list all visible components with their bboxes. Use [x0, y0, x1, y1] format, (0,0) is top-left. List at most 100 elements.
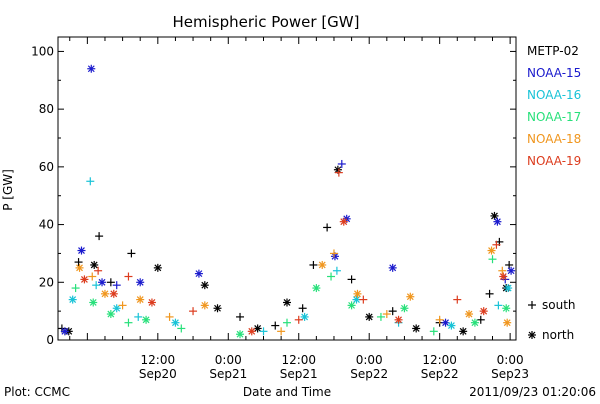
- data-point-noaa-19-north: [109, 289, 118, 298]
- data-point-noaa-18-south: [435, 315, 444, 324]
- data-point-metp-02-south: [106, 278, 115, 287]
- legend-entry-noaa-16: NOAA-16: [527, 88, 581, 102]
- data-point-noaa-16-south: [332, 266, 341, 275]
- data-point-noaa-16-north: [447, 321, 456, 330]
- data-point-metp-02-north: [200, 281, 209, 290]
- y-tick-label: 80: [39, 102, 54, 116]
- y-axis-label: P [GW]: [1, 169, 15, 211]
- data-point-metp-02-south: [236, 312, 245, 321]
- data-point-noaa-16-south: [92, 281, 101, 290]
- legend-entry-noaa-15: NOAA-15: [527, 66, 581, 80]
- data-point-metp-02-north: [213, 304, 222, 313]
- data-point-noaa-15-north: [507, 266, 516, 275]
- data-point-noaa-18-north: [465, 310, 474, 319]
- data-point-noaa-18-south: [329, 249, 338, 258]
- data-point-noaa-15-south: [337, 159, 346, 168]
- legend-marker-north: [528, 331, 536, 339]
- data-point-metp-02-south: [388, 307, 397, 316]
- data-point-noaa-19-north: [80, 275, 89, 284]
- x-tick-date-label: Sep21: [209, 367, 247, 381]
- data-point-noaa-16-north: [300, 312, 309, 321]
- data-point-metp-02-south: [485, 289, 494, 298]
- data-point-noaa-19-north: [247, 327, 256, 336]
- x-tick-date-label: Sep22: [350, 367, 388, 381]
- data-point-noaa-19-south: [492, 240, 501, 249]
- data-point-metp-02-north: [365, 312, 374, 321]
- footer-timestamp: 2011/09/23 01:20:06: [469, 385, 596, 399]
- data-point-metp-02-north: [412, 324, 421, 333]
- data-point-noaa-19-south: [334, 168, 343, 177]
- data-point-noaa-18-north: [75, 263, 84, 272]
- y-tick-label: 40: [39, 218, 54, 232]
- legend-entry-noaa-18: NOAA-18: [527, 132, 581, 146]
- data-point-noaa-19-north: [479, 307, 488, 316]
- data-point-noaa-17-north: [400, 304, 409, 313]
- legend-entry-noaa-19: NOAA-19: [527, 154, 581, 168]
- data-point-noaa-19-south: [124, 272, 133, 281]
- x-tick-label: 0:00: [215, 353, 242, 367]
- data-point-metp-02-north: [253, 324, 262, 333]
- data-point-noaa-15-north: [60, 327, 69, 336]
- legend-entry-metp-02: METP-02: [527, 44, 579, 58]
- data-point-noaa-19-north: [147, 298, 156, 307]
- data-point-noaa-18-north: [136, 295, 145, 304]
- data-point-noaa-17-north: [470, 318, 479, 327]
- data-point-noaa-17-south: [327, 272, 336, 281]
- data-point-noaa-18-south: [165, 312, 174, 321]
- x-tick-label: 12:00: [281, 353, 316, 367]
- data-point-noaa-19-south: [359, 295, 368, 304]
- data-point-noaa-18-north: [406, 292, 415, 301]
- data-point-metp-02-north: [333, 165, 342, 174]
- data-point-noaa-15-north: [77, 246, 86, 255]
- data-point-noaa-17-north: [142, 315, 151, 324]
- data-point-noaa-17-north: [89, 298, 98, 307]
- data-point-metp-02-south: [309, 260, 318, 269]
- data-point-noaa-17-south: [283, 318, 291, 327]
- data-point-noaa-17-south: [71, 284, 80, 293]
- data-point-noaa-16-south: [494, 301, 503, 310]
- axis-ticks: 02040608010012:00Sep200:00Sep2112:00Sep2…: [31, 37, 529, 381]
- data-point-noaa-19-south: [453, 295, 462, 304]
- data-point-metp-02-south: [476, 315, 485, 324]
- data-point-noaa-15-north: [493, 217, 502, 226]
- data-point-noaa-15-north: [87, 64, 96, 73]
- x-tick-date-label: Sep20: [139, 367, 177, 381]
- data-point-noaa-16-north: [352, 295, 361, 304]
- data-point-noaa-19-south: [94, 266, 103, 275]
- data-point-noaa-19-south: [294, 315, 303, 324]
- data-point-noaa-15-north: [194, 269, 203, 278]
- data-point-noaa-18-north: [503, 318, 512, 327]
- data-point-metp-02-south: [95, 232, 104, 241]
- legend-marker-label-south: south: [542, 298, 576, 312]
- x-tick-label: 0:00: [497, 353, 524, 367]
- data-point-noaa-16-south: [86, 177, 95, 186]
- data-point-metp-02-south: [74, 258, 83, 267]
- x-tick-label: 0:00: [356, 353, 383, 367]
- footer-plot-credit: Plot: CCMC: [4, 385, 70, 399]
- legend-marker-label-north: north: [542, 328, 574, 342]
- data-point-noaa-16-north: [504, 284, 513, 293]
- data-point-noaa-16-north: [171, 318, 180, 327]
- data-point-noaa-17-south: [177, 324, 186, 333]
- data-point-noaa-17-south: [376, 312, 385, 321]
- data-point-noaa-15-north: [441, 318, 450, 327]
- data-point-noaa-16-north: [68, 295, 77, 304]
- data-point-noaa-15-north: [136, 278, 145, 287]
- x-tick-label: 12:00: [141, 353, 176, 367]
- y-tick-label: 20: [39, 275, 54, 289]
- data-point-noaa-18-south: [382, 310, 391, 319]
- data-point-noaa-17-south: [429, 327, 438, 336]
- data-points: [57, 64, 516, 339]
- data-point-noaa-18-north: [353, 289, 362, 298]
- data-point-noaa-16-north: [112, 304, 121, 313]
- data-point-noaa-16-south: [134, 312, 143, 321]
- y-tick-label: 0: [46, 333, 54, 347]
- data-point-noaa-15-south: [112, 281, 121, 290]
- data-point-noaa-19-north: [339, 217, 348, 226]
- x-tick-date-label: Sep21: [280, 367, 318, 381]
- data-point-metp-02-south: [505, 260, 514, 269]
- chart-title: Hemispheric Power [GW]: [173, 13, 360, 31]
- data-point-noaa-18-south: [118, 301, 127, 310]
- data-point-metp-02-north: [490, 211, 499, 220]
